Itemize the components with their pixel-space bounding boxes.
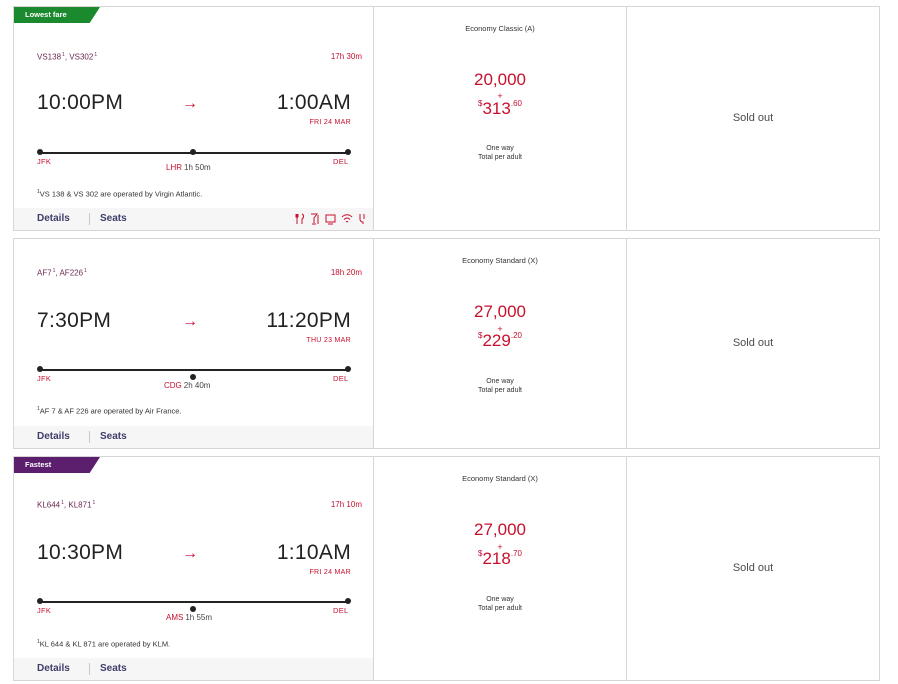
destination-code: DEL (333, 374, 349, 383)
origin-code: JFK (37, 606, 52, 615)
flight-info: Fastest KL6441, KL8711 17h 10m 10:30PM →… (14, 457, 374, 680)
fastest-badge: Fastest (14, 457, 100, 473)
card-links: Details Seats (14, 658, 373, 680)
entertainment-icon (325, 214, 336, 225)
plus-sign: + (497, 324, 503, 334)
seats-link[interactable]: Seats (100, 431, 127, 442)
details-link[interactable]: Details (37, 213, 70, 224)
divider (89, 431, 90, 443)
arrival-time: 11:20PM (266, 309, 351, 332)
stop-dot (190, 149, 196, 155)
miles-price: 27,000 (474, 520, 526, 539)
departure-time: 10:30PM (37, 541, 124, 564)
destination-dot (345, 598, 351, 604)
origin-code: JFK (37, 374, 52, 383)
flight-duration: 18h 20m (330, 268, 362, 277)
plus-sign: + (497, 542, 503, 552)
cabin-class: Economy Standard (X) (462, 474, 538, 483)
route-line (40, 369, 349, 371)
fare-cell[interactable]: Economy Standard (X) 27,000 + $218.70 On… (374, 457, 627, 680)
arrow-right-icon: → (182, 95, 198, 112)
flight-numbers: KL6441, KL8711 (37, 500, 96, 510)
divider (89, 213, 90, 225)
lowest-fare-badge: Lowest fare (14, 7, 100, 23)
flight-info: Lowest fare VS1381, VS3021 17h 30m 10:00… (14, 7, 374, 230)
route-line (40, 601, 349, 603)
seats-link[interactable]: Seats (100, 213, 127, 224)
flight-card: Lowest fare VS1381, VS3021 17h 30m 10:00… (13, 6, 880, 231)
sold-out-cell: Sold out (627, 7, 879, 230)
fare-terms: One way Total per adult (478, 145, 522, 161)
cash-price: $218.70 (478, 549, 522, 568)
cash-price: $229.20 (478, 331, 522, 350)
meal-icon (295, 213, 304, 224)
departure-time: 7:30PM (37, 309, 112, 332)
power-icon (359, 214, 365, 224)
destination-code: DEL (333, 157, 349, 166)
sold-out-cell: Sold out (627, 239, 879, 448)
arrival-time: 1:00AM (276, 91, 351, 114)
origin-code: JFK (37, 157, 52, 166)
arrival-date: FRI 24 MAR (309, 119, 351, 126)
operator-note: 1AF 7 & AF 226 are operated by Air Franc… (37, 406, 182, 416)
stop-dot (190, 374, 196, 380)
flight-card: AF71, AF2261 18h 20m 7:30PM → 11:20PM TH… (13, 238, 880, 449)
destination-dot (345, 149, 351, 155)
flight-info: AF71, AF2261 18h 20m 7:30PM → 11:20PM TH… (14, 239, 374, 448)
origin-dot (37, 598, 43, 604)
sold-out-label: Sold out (732, 337, 774, 349)
sold-out-label: Sold out (732, 562, 774, 574)
cash-price: $313.60 (478, 99, 522, 118)
connection: LHR 1h 50m (166, 163, 211, 172)
flight-numbers: AF71, AF2261 (37, 268, 87, 278)
flight-duration: 17h 10m (330, 500, 362, 509)
divider (89, 663, 90, 675)
miles-price: 27,000 (474, 302, 526, 321)
arrow-right-icon: → (182, 545, 198, 562)
arrival-date: FRI 24 MAR (309, 569, 351, 576)
stop-dot (190, 606, 196, 612)
drinks-icon (311, 213, 319, 225)
departure-time: 10:00PM (37, 91, 124, 114)
cabin-class: Economy Classic (A) (465, 24, 535, 33)
seats-link[interactable]: Seats (100, 663, 127, 674)
miles-price: 20,000 (474, 70, 526, 89)
operator-note: 1KL 644 & KL 871 are operated by KLM. (37, 639, 171, 649)
fare-terms: One way Total per adult (478, 596, 522, 612)
sold-out-cell: Sold out (627, 457, 879, 680)
sold-out-label: Sold out (732, 112, 774, 124)
origin-dot (37, 149, 43, 155)
connection: CDG 2h 40m (164, 381, 211, 390)
card-links: Details Seats (14, 208, 373, 230)
details-link[interactable]: Details (37, 431, 70, 442)
wifi-icon (341, 214, 353, 223)
arrival-date: THU 23 MAR (306, 337, 351, 344)
flight-card: Fastest KL6441, KL8711 17h 10m 10:30PM →… (13, 456, 880, 681)
card-links: Details Seats (14, 426, 373, 448)
plus-sign: + (497, 91, 503, 101)
operator-note: 1VS 138 & VS 302 are operated by Virgin … (37, 189, 203, 199)
arrival-time: 1:10AM (276, 541, 351, 564)
flight-duration: 17h 30m (330, 52, 362, 61)
fare-cell[interactable]: Economy Classic (A) 20,000 + $313.60 One… (374, 7, 627, 230)
connection: AMS 1h 55m (166, 613, 213, 622)
fare-cell[interactable]: Economy Standard (X) 27,000 + $229.20 On… (374, 239, 627, 448)
cabin-class: Economy Standard (X) (462, 256, 538, 265)
destination-dot (345, 366, 351, 372)
flight-numbers: VS1381, VS3021 (37, 52, 98, 62)
origin-dot (37, 366, 43, 372)
destination-code: DEL (333, 606, 349, 615)
details-link[interactable]: Details (37, 663, 70, 674)
fare-terms: One way Total per adult (478, 378, 522, 394)
arrow-right-icon: → (182, 313, 198, 330)
